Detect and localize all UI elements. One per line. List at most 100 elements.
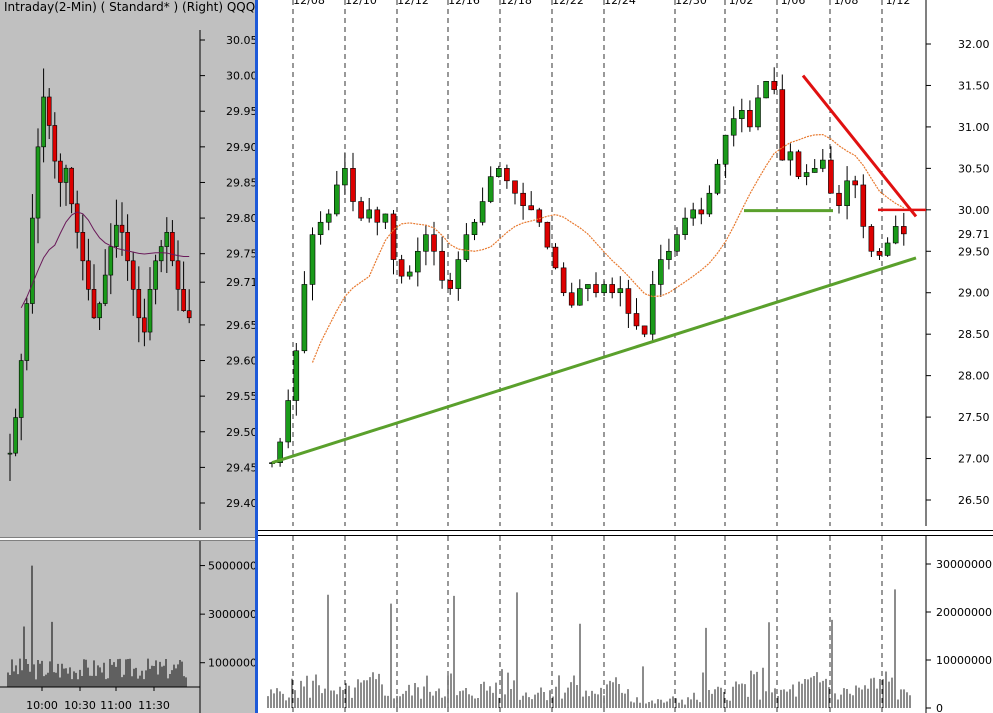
- right-candle: [382, 213, 389, 223]
- left-y-tick-label: 29.55: [226, 390, 255, 403]
- right-y-tick-label: 28.50: [958, 328, 990, 341]
- right-date-label: 12/12: [397, 0, 429, 7]
- left-chart-title: Intraday(2-Min) ( Standard* ) (Right) QQ…: [4, 0, 256, 14]
- left-vol-tick-label: 1000000: [208, 657, 255, 670]
- right-candle: [836, 192, 842, 206]
- left-candle: [46, 96, 52, 126]
- left-candle: [63, 167, 69, 183]
- left-candle: [130, 260, 136, 290]
- right-candle: [431, 234, 437, 252]
- right-candle: [641, 325, 648, 335]
- left-price-chart: 30.05 30.00 29.95 29.90 29.85 29.80 29.75 29.71…: [7, 30, 255, 530]
- left-pane-separator[interactable]: [0, 537, 255, 541]
- right-candle: [666, 250, 672, 260]
- right-candle: [730, 118, 737, 136]
- left-candle: [52, 125, 58, 162]
- right-pane-separator[interactable]: [258, 530, 993, 536]
- left-y-tick-label: 30.05: [226, 34, 255, 47]
- left-candle: [136, 289, 142, 319]
- left-candle: [58, 160, 63, 183]
- right-y-tick-label: 29.00: [958, 287, 990, 300]
- left-y-tick-label: 30.00: [226, 70, 255, 83]
- left-candle: [80, 232, 86, 262]
- right-candle: [771, 81, 778, 90]
- right-candle: [787, 151, 794, 161]
- right-candle: [398, 259, 405, 277]
- right-candle: [293, 350, 300, 401]
- right-candle: [406, 271, 413, 277]
- right-candle: [755, 97, 761, 128]
- right-vol-tick-label: 20000000: [936, 606, 992, 619]
- right-candle: [779, 89, 786, 161]
- right-candle: [585, 284, 591, 289]
- right-date-label: 12/08: [293, 0, 325, 7]
- right-candle: [309, 234, 316, 285]
- left-candle: [91, 289, 97, 319]
- right-candle: [487, 176, 494, 202]
- right-candle: [496, 168, 502, 177]
- vertical-splitter[interactable]: [255, 0, 258, 713]
- right-candle: [868, 226, 875, 252]
- right-candle: [439, 250, 445, 281]
- right-candle: [738, 110, 745, 119]
- right-y-tick-label: 32.00: [958, 38, 990, 51]
- right-candle: [828, 159, 834, 194]
- left-volume-chart: 5000000 3000000 1000000 10:00 10:30 11:00 11:3…: [0, 541, 255, 713]
- right-candle: [544, 221, 551, 248]
- right-candle: [633, 313, 640, 327]
- right-y-tick-label: 27.00: [958, 453, 990, 466]
- left-candle: [35, 146, 41, 219]
- right-volume-chart: 30000000 20000000 10000000 0: [267, 536, 992, 713]
- left-candle: [186, 310, 192, 319]
- right-last-value-label: 29.71: [958, 228, 990, 241]
- left-y-tick-label: 29.85: [226, 176, 255, 189]
- right-candle: [325, 213, 332, 223]
- left-vol-tick-label: 5000000: [208, 560, 255, 573]
- right-candle: [811, 168, 818, 173]
- left-x-tick-label: 10:30: [64, 699, 96, 712]
- left-candle: [114, 224, 119, 247]
- right-candle: [277, 441, 283, 463]
- left-candle: [153, 260, 158, 290]
- left-candle: [97, 303, 102, 319]
- right-candle: [447, 279, 453, 289]
- left-y-tick-label: 29.75: [226, 248, 255, 261]
- right-candle: [698, 209, 705, 215]
- left-candle: [69, 167, 74, 205]
- left-candle: [30, 217, 35, 304]
- right-candle: [674, 234, 680, 252]
- right-candle: [512, 180, 518, 194]
- right-candle: [350, 168, 356, 202]
- right-candle: [649, 284, 656, 335]
- right-moving-average-line: [311, 133, 905, 363]
- left-candle: [170, 232, 175, 262]
- left-candle: [18, 360, 24, 418]
- left-candle: [181, 289, 186, 311]
- left-candle: [142, 317, 147, 333]
- right-date-label: 12/24: [604, 0, 636, 7]
- right-date-label: 12/30: [675, 0, 707, 7]
- right-vol-tick-label: 30000000: [936, 558, 992, 571]
- right-candle: [463, 234, 470, 260]
- right-candle: [690, 209, 697, 219]
- right-y-tick-label: 27.50: [958, 411, 990, 424]
- right-date-label: 12/22: [552, 0, 584, 7]
- right-candle: [342, 168, 348, 186]
- left-candle: [125, 232, 130, 262]
- right-candle: [358, 201, 364, 219]
- left-candle: [164, 232, 170, 247]
- right-candle: [657, 259, 664, 285]
- right-date-label: 12/18: [500, 0, 532, 7]
- right-candle: [520, 192, 526, 206]
- left-y-tick-label: 29.50: [226, 426, 255, 439]
- right-candle: [334, 184, 340, 215]
- left-x-tick-label: 10:00: [26, 699, 58, 712]
- left-candle: [108, 246, 114, 276]
- right-daily-panel: 32.00 31.50 31.00 30.50 30.00 29.71 29.50 29.00…: [258, 0, 993, 713]
- right-date-label: 1/12: [886, 0, 911, 7]
- resistance-trendline: [801, 74, 918, 218]
- left-candle: [147, 289, 153, 333]
- right-y-tick-label: 26.50: [958, 494, 990, 507]
- left-y-tick-label: 29.60: [226, 355, 255, 368]
- right-candle: [366, 209, 372, 219]
